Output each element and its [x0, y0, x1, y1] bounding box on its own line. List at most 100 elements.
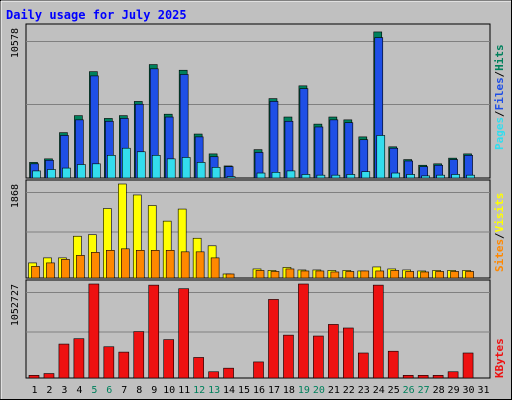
day-label-6: 6 [106, 385, 112, 396]
day-label-24: 24 [373, 385, 385, 396]
day-label-14: 14 [223, 385, 235, 396]
legend-files: Files [493, 77, 506, 110]
bar-sites-day-4 [76, 255, 85, 279]
bar-pages-day-22 [346, 174, 356, 179]
bar-pages-day-29 [451, 174, 460, 179]
day-label-18: 18 [283, 385, 295, 396]
legend-sites: Sites [493, 239, 506, 272]
bar-pages-day-20 [316, 174, 326, 179]
day-label-31: 31 [477, 385, 489, 396]
bar-pages-day-3 [62, 167, 71, 179]
bar-kbytes-day-5 [88, 283, 100, 379]
bar-sites-day-22 [345, 271, 355, 279]
bar-kbytes-day-3 [58, 343, 70, 379]
day-label-17: 17 [268, 385, 280, 396]
bar-sites-day-11 [180, 251, 190, 279]
bar-sites-day-19 [300, 270, 310, 279]
bar-kbytes-day-2 [43, 373, 55, 379]
bar-files-day-18 [284, 120, 294, 179]
bar-pages-day-9 [151, 155, 161, 179]
bar-sites-day-13 [210, 257, 220, 279]
bar-sites-day-2 [46, 262, 55, 279]
bar-kbytes-day-29 [447, 371, 459, 379]
day-label-2: 2 [46, 385, 52, 396]
bar-sites-day-8 [135, 250, 145, 279]
y-max-label-top: 10578 [10, 28, 21, 58]
bar-files-day-21 [329, 119, 339, 179]
day-label-3: 3 [61, 385, 67, 396]
day-label-15: 15 [238, 385, 250, 396]
bar-kbytes-day-21 [328, 324, 339, 379]
bar-kbytes-day-8 [133, 331, 145, 379]
bar-kbytes-day-22 [343, 327, 354, 379]
bar-files-day-5 [90, 75, 99, 179]
day-label-11: 11 [178, 385, 190, 396]
bar-sites-day-23 [360, 270, 370, 279]
bar-files-day-19 [299, 88, 309, 179]
day-label-20: 20 [313, 385, 325, 396]
legend-separator: / [493, 232, 506, 239]
bar-files-day-22 [344, 122, 354, 179]
bar-sites-day-12 [195, 251, 205, 279]
y-max-label-bottom: 1052727 [10, 284, 21, 326]
day-label-22: 22 [343, 385, 355, 396]
bar-sites-day-3 [61, 259, 70, 279]
bar-pages-day-28 [436, 174, 445, 179]
day-label-28: 28 [433, 385, 445, 396]
bar-sites-day-29 [450, 271, 459, 279]
bar-pages-day-25 [391, 172, 401, 179]
bar-sites-day-27 [420, 271, 429, 279]
bar-pages-day-27 [421, 175, 430, 179]
bar-sites-day-28 [435, 271, 444, 279]
bar-kbytes-day-28 [432, 375, 444, 379]
bar-sites-day-21 [330, 271, 340, 279]
day-label-23: 23 [358, 385, 370, 396]
bar-pages-day-19 [301, 174, 311, 179]
bar-pages-day-14 [226, 176, 236, 179]
day-label-25: 25 [388, 385, 400, 396]
bar-kbytes-day-23 [357, 352, 369, 379]
day-label-10: 10 [163, 385, 175, 396]
legend-visits: Visits [493, 193, 506, 233]
bar-kbytes-day-9 [148, 284, 160, 379]
bar-sites-day-17 [270, 271, 280, 279]
bar-sites-day-30 [465, 271, 474, 279]
bar-pages-day-4 [77, 164, 86, 179]
legend-pages: Pages [493, 117, 506, 150]
bar-pages-day-18 [286, 170, 296, 179]
day-label-13: 13 [208, 385, 220, 396]
bar-pages-day-13 [211, 167, 221, 179]
bar-kbytes-day-26 [402, 375, 414, 379]
bar-kbytes-day-18 [283, 334, 294, 379]
day-label-5: 5 [91, 385, 97, 396]
bar-pages-day-17 [271, 172, 281, 179]
bar-kbytes-day-19 [298, 283, 309, 379]
bar-kbytes-day-24 [372, 284, 384, 379]
legend-separator: / [493, 71, 506, 78]
bar-kbytes-day-25 [387, 350, 399, 379]
legend-bottom: KBytes [493, 338, 506, 378]
bar-files-day-30 [464, 155, 473, 179]
day-label-30: 30 [463, 385, 475, 396]
bar-pages-day-2 [47, 169, 56, 179]
bar-pages-day-24 [376, 135, 386, 179]
bar-pages-day-26 [406, 174, 415, 179]
day-label-12: 12 [193, 385, 205, 396]
chart-title: Daily usage for July 2025 [6, 8, 187, 22]
bar-kbytes-day-17 [268, 299, 279, 379]
legend-hits: Hits [493, 44, 506, 71]
day-label-21: 21 [328, 385, 340, 396]
bar-kbytes-day-4 [73, 338, 85, 379]
bar-kbytes-day-7 [118, 351, 130, 379]
day-label-16: 16 [253, 385, 265, 396]
bar-pages-day-16 [256, 172, 266, 179]
legend-top: Pages/Files/Hits [493, 44, 506, 150]
day-label-29: 29 [448, 385, 460, 396]
bar-kbytes-day-6 [103, 346, 115, 379]
bar-sites-day-7 [121, 248, 130, 279]
legend-separator: / [493, 110, 506, 117]
day-label-7: 7 [121, 385, 127, 396]
bar-pages-day-30 [466, 174, 475, 179]
bar-sites-day-5 [91, 252, 100, 279]
